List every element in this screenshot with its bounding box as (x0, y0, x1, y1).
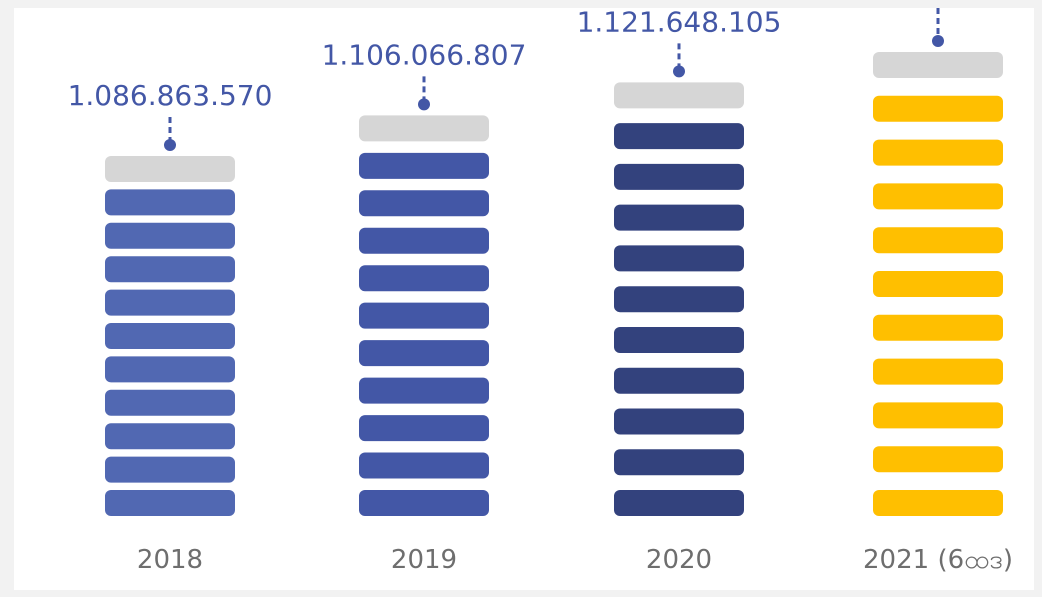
value-label-2: 1.106.066.807 (322, 38, 527, 71)
bar-coin-3-8 (614, 204, 744, 231)
chart-canvas: 1.086.863.570 2018 1.106.066.807 2019 1.121.… (14, 8, 1034, 590)
bar-coin-1-6 (105, 323, 235, 349)
bar-coin-4-2 (873, 446, 1003, 473)
bar-coin-4-3 (873, 402, 1003, 429)
bar-coin-3-2 (614, 449, 744, 476)
bar-coin-4-4 (873, 358, 1003, 385)
bar-coin-2-4 (359, 377, 489, 404)
bar-coin-4-7 (873, 227, 1003, 254)
bar-coin-3-9 (614, 163, 744, 190)
bar-coin-3-7 (614, 245, 744, 272)
bar-cap-2 (359, 115, 489, 142)
bar-coin-1-2 (105, 456, 235, 483)
bar-coin-2-10 (359, 152, 489, 179)
bar-coin-3-3 (614, 408, 744, 435)
bar-coin-2-7 (359, 265, 489, 292)
bar-coin-3-6 (614, 286, 744, 313)
bar-coin-1-8 (105, 256, 235, 283)
bar-cap-4 (873, 52, 1003, 78)
bar-coin-4-8 (873, 183, 1003, 210)
value-label-3: 1.121.648.105 (577, 8, 782, 38)
bar-coin-1-7 (105, 289, 235, 316)
bar-coin-4-1 (873, 490, 1003, 516)
bar-coin-4-9 (873, 139, 1003, 166)
bar-coin-2-2 (359, 452, 489, 479)
bar-coin-3-5 (614, 326, 744, 353)
value-label-1: 1.086.863.570 (68, 79, 273, 112)
bar-coin-2-5 (359, 340, 489, 367)
leader-dot-2 (418, 98, 430, 111)
bar-coin-2-6 (359, 302, 489, 329)
x-tick-label-4: 2021 (6ထဒ) (863, 545, 1013, 575)
bar-cap-1 (105, 156, 235, 182)
bar-coin-1-1 (105, 490, 235, 516)
bar-coin-2-3 (359, 415, 489, 442)
bar-coin-4-6 (873, 271, 1003, 297)
bar-coin-1-10 (105, 189, 235, 216)
bar-cap-3 (614, 82, 744, 109)
bar-coin-2-1 (359, 490, 489, 516)
x-tick-label-1: 2018 (137, 545, 203, 575)
bar-coin-2-8 (359, 227, 489, 254)
bar-coin-3-1 (614, 490, 744, 516)
bar-coin-4-10 (873, 95, 1003, 122)
leader-dot-1 (164, 139, 176, 151)
bar-coin-2-9 (359, 190, 489, 217)
leader-dot-3 (673, 65, 685, 78)
bar-coin-3-10 (614, 123, 744, 150)
bar-coin-4-5 (873, 314, 1003, 341)
bar-coin-3-4 (614, 367, 744, 394)
bar-coin-1-4 (105, 389, 235, 416)
bar-coin-1-3 (105, 423, 235, 450)
bar-coin-1-5 (105, 356, 235, 383)
x-tick-label-3: 2020 (646, 545, 712, 575)
leader-dot-4 (932, 35, 944, 47)
stacked-coin-bar-chart: 1.086.863.570 2018 1.106.066.807 2019 1.121.… (68, 8, 1013, 575)
bar-coin-1-9 (105, 222, 235, 249)
x-tick-label-2: 2019 (391, 545, 457, 575)
